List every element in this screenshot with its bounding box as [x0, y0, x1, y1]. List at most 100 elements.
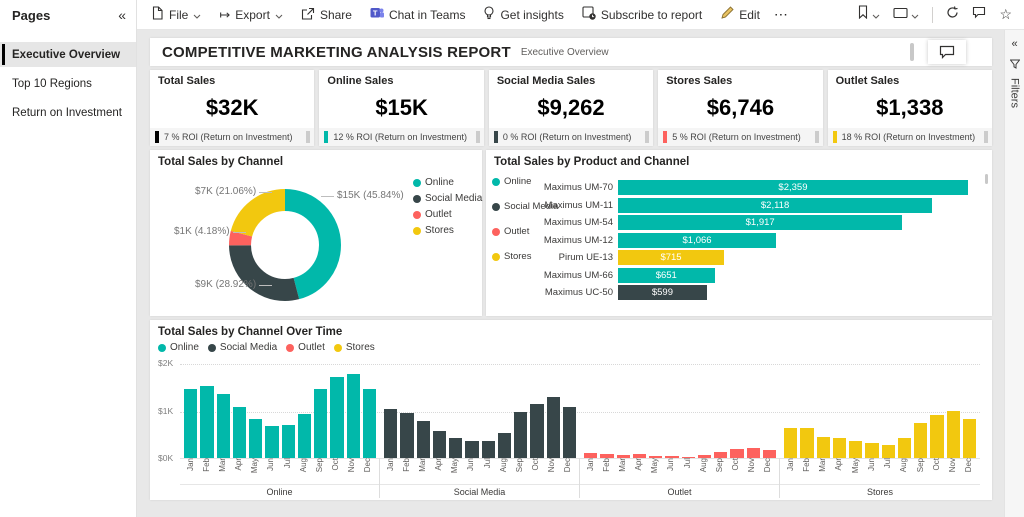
column-online-jan[interactable] [184, 389, 198, 458]
column-online-aug[interactable] [297, 414, 311, 458]
column-stores-jun[interactable] [865, 443, 879, 458]
comment-button[interactable] [972, 6, 986, 24]
column-outlet-nov[interactable] [746, 448, 760, 458]
column-outlet-jul[interactable] [681, 457, 695, 458]
bar-maximus-um-12[interactable]: $1,066 [618, 232, 777, 248]
column-online-oct[interactable] [330, 377, 344, 458]
donut-slice-social-media[interactable] [229, 189, 341, 301]
column-outlet-jun[interactable] [665, 456, 679, 458]
column-online-jun[interactable] [265, 426, 279, 458]
column-social-media-jul[interactable] [481, 441, 495, 458]
time-legend-item-outlet[interactable]: Outlet [286, 342, 325, 353]
column-stores-dec[interactable] [962, 419, 976, 458]
column-online-sep[interactable] [314, 389, 328, 458]
column-stores-oct[interactable] [930, 415, 944, 458]
column-social-media-dec[interactable] [562, 407, 576, 458]
column-stores-nov[interactable] [946, 411, 960, 458]
view-button[interactable] [893, 6, 919, 24]
bar-maximus-um-11[interactable]: $2,118 [618, 197, 933, 213]
filters-pane-label[interactable]: Filters [1008, 78, 1021, 108]
donut-legend-item-social-media[interactable]: Social Media [413, 193, 482, 204]
donut-slice-outlet[interactable] [229, 189, 341, 301]
title-scroll-handle[interactable] [910, 43, 914, 61]
column-social-media-jan[interactable] [384, 409, 398, 458]
sidebar-item-executive-overview[interactable]: Executive Overview [0, 42, 136, 67]
toolbar-share-button[interactable]: Share [301, 7, 352, 23]
bar-legend-item-outlet[interactable]: Outlet [492, 226, 558, 237]
column-outlet-may[interactable] [649, 456, 663, 458]
time-legend-item-online[interactable]: Online [158, 342, 199, 353]
column-stores-jan[interactable] [784, 428, 798, 458]
column-stores-apr[interactable] [832, 438, 846, 458]
column-outlet-aug[interactable] [697, 455, 711, 458]
column-social-media-sep[interactable] [514, 412, 528, 458]
column-stores-mar[interactable] [816, 437, 830, 458]
toolbar-export-button[interactable]: ↦ Export [219, 8, 283, 22]
bar-legend-item-stores[interactable]: Stores [492, 251, 558, 262]
column-outlet-feb[interactable] [600, 454, 614, 458]
column-social-media-may[interactable] [449, 438, 463, 458]
bookmark-button[interactable] [857, 5, 880, 24]
column-social-media-feb[interactable] [400, 413, 414, 458]
time-legend-item-social-media[interactable]: Social Media [207, 342, 277, 353]
column-outlet-dec[interactable] [762, 450, 776, 458]
column-social-media-oct[interactable] [530, 404, 544, 458]
expand-filters-icon[interactable]: « [1011, 38, 1018, 50]
bar-maximus-um-70[interactable]: $2,359 [618, 180, 968, 195]
column-stores-may[interactable] [849, 441, 863, 458]
donut-legend-item-online[interactable]: Online [413, 177, 482, 188]
column-outlet-mar[interactable] [616, 455, 630, 458]
kpi-card-total-sales: Total Sales $32K 7 % ROI (Return on Invest… [150, 70, 315, 146]
time-group-labels: Jan Feb Mar Apr May Jun Jul Aug Sep Oct Nov Dec Outl… [580, 458, 780, 498]
column-stores-aug[interactable] [897, 438, 911, 458]
bar-legend-item-social-media[interactable]: Social Media [492, 201, 558, 212]
time-legend-item-stores[interactable]: Stores [333, 342, 375, 353]
column-social-media-jun[interactable] [465, 441, 479, 458]
time-chart-card: Total Sales by Channel Over Time Online S… [150, 320, 992, 500]
toolbar-chat-in-teams-button[interactable]: T Chat in Teams [370, 6, 465, 23]
collapse-pages-icon[interactable]: « [118, 7, 126, 23]
column-social-media-apr[interactable] [432, 431, 446, 458]
comments-button[interactable] [928, 40, 966, 64]
column-online-feb[interactable] [200, 386, 214, 458]
sidebar-item-top-10-regions[interactable]: Top 10 Regions [12, 77, 92, 90]
toolbar-get-insights-button[interactable]: Get insights [483, 6, 564, 23]
column-outlet-apr[interactable] [632, 454, 646, 458]
column-online-apr[interactable] [232, 407, 246, 458]
column-social-media-mar[interactable] [416, 421, 430, 458]
time-group-bars [180, 364, 380, 458]
column-stores-feb[interactable] [800, 428, 814, 458]
column-online-jul[interactable] [281, 425, 295, 458]
column-online-dec[interactable] [362, 389, 376, 458]
bar-maximus-um-66[interactable]: $651 [618, 267, 715, 283]
column-online-may[interactable] [249, 419, 263, 458]
column-outlet-sep[interactable] [714, 452, 728, 458]
refresh-button[interactable] [946, 5, 959, 24]
toolbar-subscribe-to-report-button[interactable]: Subscribe to report [582, 6, 702, 23]
toolbar-edit-button[interactable]: Edit [720, 6, 760, 23]
column-stores-sep[interactable] [914, 423, 928, 458]
column-outlet-oct[interactable] [730, 449, 744, 458]
star-button[interactable]: ☆ [999, 6, 1012, 24]
donut-legend-item-stores[interactable]: Stores [413, 225, 482, 236]
donut-chart[interactable] [229, 189, 341, 301]
column-social-media-nov[interactable] [546, 397, 560, 458]
more-options-button[interactable]: ⋯ [773, 6, 789, 22]
bar-chart-scrollbar[interactable] [985, 174, 988, 184]
bar-maximus-uc-50[interactable]: $599 [618, 285, 707, 300]
toolbar-share-label: Share [319, 7, 352, 22]
bar-legend-item-online[interactable]: Online [492, 176, 558, 187]
bar-chart-rows: Maximus UM-70 $2,359 Maximus UM-11 $2,118 Ma… [486, 180, 974, 303]
column-social-media-aug[interactable] [497, 433, 511, 458]
sidebar-item-return-on-investment[interactable]: Return on Investment [12, 106, 122, 119]
bar-value-label: $1,066 [682, 234, 712, 246]
column-online-mar[interactable] [216, 394, 230, 458]
donut-legend-item-outlet[interactable]: Outlet [413, 209, 482, 220]
toolbar-file-button[interactable]: File [151, 6, 201, 23]
column-online-nov[interactable] [346, 374, 360, 458]
bar-pirum-ue-13[interactable]: $715 [618, 250, 725, 265]
bar-maximus-um-54[interactable]: $1,917 [618, 215, 903, 230]
donut-slice-stores[interactable] [229, 189, 341, 301]
column-outlet-jan[interactable] [584, 453, 598, 458]
column-stores-jul[interactable] [881, 445, 895, 458]
